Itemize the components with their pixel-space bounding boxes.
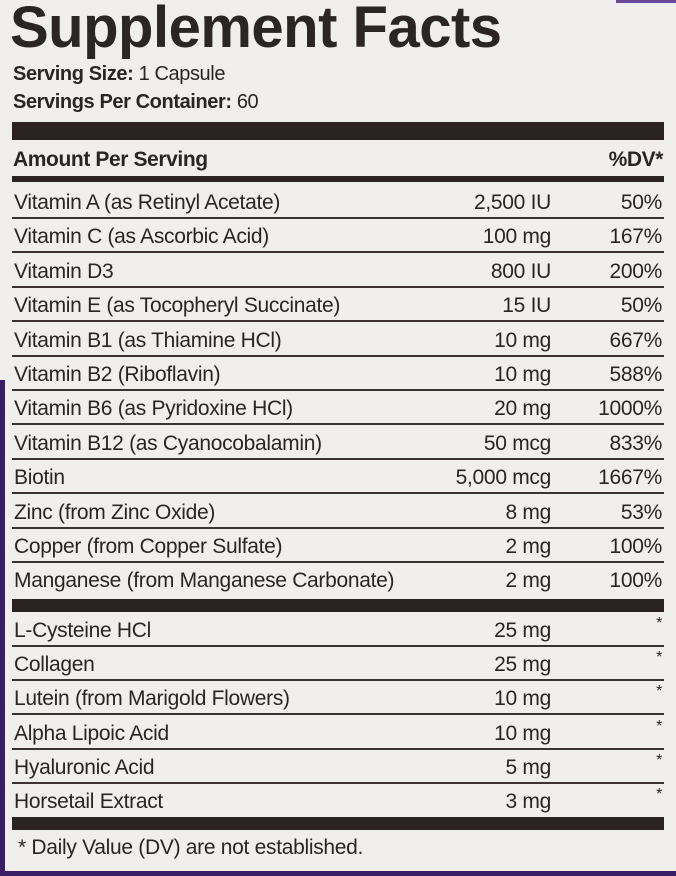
nutrient-amount: 100 mg [482,225,552,249]
table-row: Alpha Lipoic Acid 10 mg * [12,716,664,750]
nutrient-name: Vitamin B12 (as Cyanocobalamin) [14,431,322,455]
table-row: Collagen 25 mg * [12,647,664,682]
nutrient-dv: 588% [609,363,662,386]
servings-per-container: Servings Per Container: 60 [13,91,259,114]
nutrient-name: Collagen [14,653,95,677]
table-row: Zinc (from Zinc Oxide) 8 mg 53% [12,495,664,529]
nutrient-dv: 50% [620,294,662,318]
nutrient-dv: 100% [609,569,662,593]
nutrient-dv: 167% [609,225,662,249]
nutrient-name: Hyaluronic Acid [14,755,155,779]
table-row: Vitamin B12 (as Cyanocobalamin) 50 mcg 833… [12,426,664,460]
serving-size-label: Serving Size: [13,63,134,85]
footnote: * Daily Value (DV) are not established. [18,836,364,859]
nutrient-amount: 5,000 mcg [455,466,552,490]
nutrient-name: Alpha Lipoic Acid [14,721,169,745]
nutrient-amount: 10 mg [494,687,551,711]
table-row: Copper (from Copper Sulfate) 2 mg 100% [12,529,664,563]
nutrient-amount: 50 mcg [483,431,551,455]
nutrient-amount: 10 mg [494,721,551,745]
nutrient-amount: 5 mg [505,755,552,779]
nutrient-amount: 10 mg [494,328,551,352]
nutrient-name: Vitamin B2 (Riboflavin) [14,363,221,386]
nutrient-dv: 667% [609,328,662,352]
nutrient-dv: * [656,649,662,667]
nutrient-dv: 1667% [598,466,662,490]
table-row: Horsetail Extract 3 mg * [12,784,664,818]
nutrient-dv: * [656,717,662,735]
label-title: Supplement Facts [10,0,502,60]
nutrient-dv: 53% [620,500,662,524]
table-row: Vitamin B6 (as Pyridoxine HCl) 20 mg 1000% [12,391,664,426]
nutrient-dv: 833% [609,431,662,455]
nutrient-name: Zinc (from Zinc Oxide) [14,500,216,524]
nutrient-name: Vitamin E (as Tocopheryl Succinate) [14,294,341,318]
nutrient-amount: 3 mg [505,790,552,813]
table-row: Vitamin D3 800 IU 200% [12,254,664,288]
package-edge [0,380,5,876]
dv-header: %DV* [608,148,664,171]
table-row: Biotin 5,000 mcg 1667% [12,460,664,495]
nutrient-name: Vitamin B1 (as Thiamine HCl) [14,328,282,352]
nutrient-dv: * [656,786,662,803]
nutrient-dv: * [656,615,662,632]
nutrient-amount: 8 mg [505,500,552,524]
nutrient-name: Vitamin A (as Retinyl Acetate) [14,191,281,214]
nutrient-amount: 25 mg [494,619,551,642]
nutrient-name: Lutein (from Marigold Flowers) [14,687,290,711]
table-row: Vitamin C (as Ascorbic Acid) 100 mg 167% [12,219,664,254]
table-row: Vitamin E (as Tocopheryl Succinate) 15 IU… [12,288,664,323]
nutrient-name: Vitamin D3 [14,259,114,283]
thick-divider [12,817,664,830]
nutrient-name: L-Cysteine HCl [14,619,152,642]
thick-divider [12,122,664,140]
serving-size: Serving Size: 1 Capsule [13,63,225,86]
table-row: Vitamin B1 (as Thiamine HCl) 10 mg 667% [12,323,664,357]
serving-size-value: 1 Capsule [138,63,226,85]
nutrient-name: Vitamin B6 (as Pyridoxine HCl) [14,397,293,421]
nutrient-dv: * [656,683,662,701]
servings-label: Servings Per Container: [13,91,232,113]
nutrient-amount: 800 IU [490,259,551,283]
nutrient-dv: 1000% [598,397,662,421]
nutrient-dv: * [656,751,662,769]
package-edge-top [616,0,676,3]
table-row: Vitamin B2 (Riboflavin) 10 mg 588% [12,357,664,391]
nutrient-amount: 2 mg [505,535,552,558]
nutrient-name: Biotin [14,466,65,490]
nutrient-dv: 200% [609,259,662,283]
nutrient-amount: 2,500 IU [474,191,551,214]
thick-divider [12,599,664,612]
nutrient-dv: 100% [609,535,662,558]
nutrient-amount: 10 mg [494,363,551,386]
nutrient-name: Manganese (from Manganese Carbonate) [14,569,395,593]
table-row: Vitamin A (as Retinyl Acetate) 2,500 IU 50… [12,185,664,219]
nutrient-name: Copper (from Copper Sulfate) [14,535,283,558]
nutrient-name: Vitamin C (as Ascorbic Acid) [14,225,269,249]
nutrient-name: Horsetail Extract [14,790,163,813]
medium-divider [12,176,664,182]
nutrient-amount: 15 IU [502,294,551,318]
nutrient-amount: 20 mg [494,397,551,421]
table-row: Lutein (from Marigold Flowers) 10 mg * [12,681,664,716]
table-row: L-Cysteine HCl 25 mg * [12,613,664,647]
servings-value: 60 [236,91,259,113]
package-edge-bottom [0,871,676,876]
table-row: Manganese (from Manganese Carbonate) 2 mg… [12,563,664,597]
table-header: Amount Per Serving %DV* [13,148,663,172]
nutrient-amount: 25 mg [494,653,551,677]
nutrient-dv: 50% [620,191,662,214]
table-row: Hyaluronic Acid 5 mg * [12,750,664,784]
amount-header: Amount Per Serving [13,148,208,171]
nutrient-amount: 2 mg [505,569,552,593]
